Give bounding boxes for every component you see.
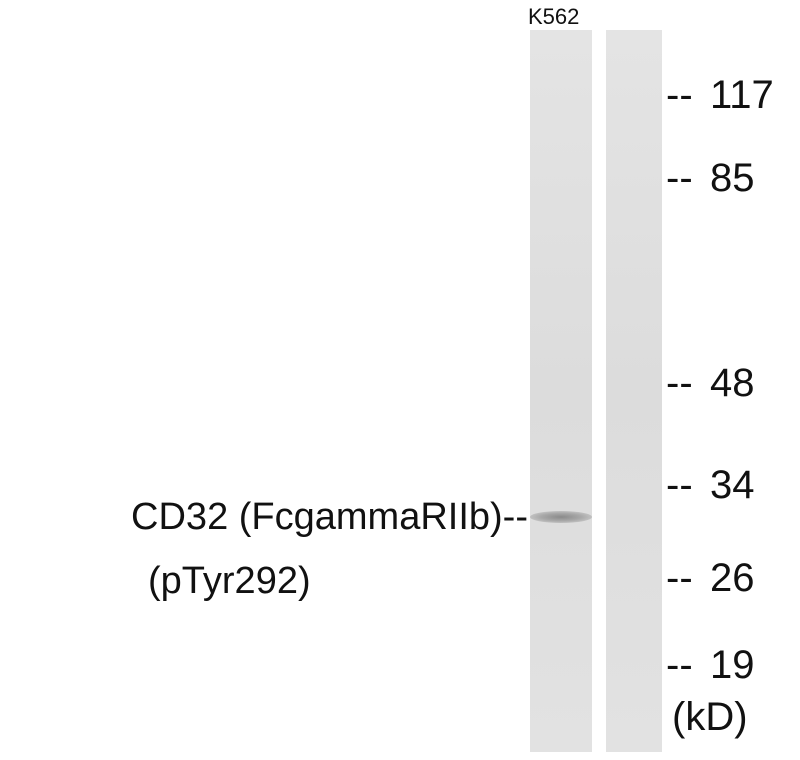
marker-dash: -- xyxy=(666,361,693,405)
marker-label: 85 xyxy=(710,156,755,200)
marker-dash: -- xyxy=(666,463,693,507)
band xyxy=(530,511,592,523)
marker-label: 19 xyxy=(710,643,755,687)
marker-label: 117 xyxy=(710,73,774,117)
lane xyxy=(606,30,662,752)
marker-label: 34 xyxy=(710,463,755,507)
protein-label: CD32 (FcgammaRIIb)-- xyxy=(131,496,528,538)
marker-dash: -- xyxy=(666,73,693,117)
lane-label: K562 xyxy=(528,4,580,29)
unit-label: (kD) xyxy=(672,695,748,739)
protein-label: (pTyr292) xyxy=(148,560,311,602)
marker-dash: -- xyxy=(666,156,693,200)
lane xyxy=(530,30,592,752)
marker-label: 26 xyxy=(710,556,755,600)
marker-dash: -- xyxy=(666,556,693,600)
marker-label: 48 xyxy=(710,361,755,405)
marker-dash: -- xyxy=(666,643,693,687)
